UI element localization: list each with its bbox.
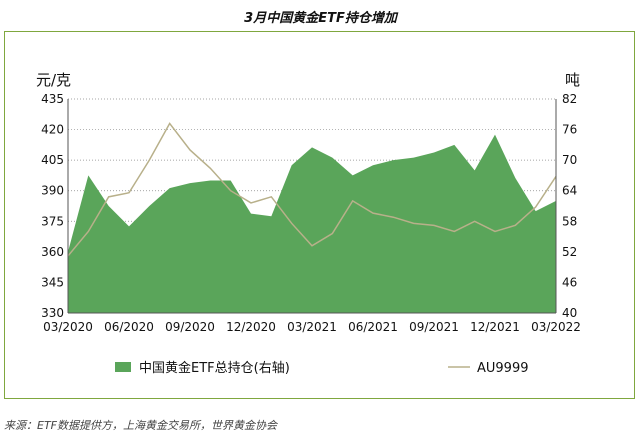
legend-label-au9999: AU9999 xyxy=(477,361,529,376)
x-tick-label-6: 09/2021 xyxy=(409,320,459,334)
x-tick-label-2: 09/2020 xyxy=(165,320,215,334)
x-tick-label-7: 12/2021 xyxy=(470,320,520,334)
au9999-line xyxy=(67,122,557,257)
left-tick-label-1: 420 xyxy=(41,123,64,137)
source-note: 来源：ETF数据提供方，上海黄金交易所，世界黄金协会 xyxy=(4,419,277,432)
left-tick-label-5: 360 xyxy=(41,245,64,259)
chart-frame xyxy=(4,31,635,399)
left-tick-label-4: 375 xyxy=(41,214,64,228)
right-tick-label-3: 64 xyxy=(562,184,577,198)
right-tick-label-7: 40 xyxy=(562,306,577,320)
x-tick-label-8: 03/2022 xyxy=(531,320,581,334)
x-tick-label-1: 06/2020 xyxy=(104,320,154,334)
right-tick-label-5: 52 xyxy=(562,245,577,259)
legend-label-holdings: 中国黄金ETF总持仓(右轴) xyxy=(139,360,290,376)
x-tick-label-4: 03/2021 xyxy=(287,320,337,334)
legend-swatch-holdings xyxy=(115,362,131,372)
left-tick-label-0: 435 xyxy=(41,92,64,106)
right-tick-label-0: 82 xyxy=(562,92,577,106)
left-tick-label-6: 345 xyxy=(41,275,64,289)
left-tick-label-3: 390 xyxy=(41,184,64,198)
right-tick-label-6: 46 xyxy=(562,275,577,289)
left-tick-label-2: 405 xyxy=(41,153,64,167)
left-tick-label-7: 330 xyxy=(41,306,64,320)
right-unit-label: 吨 xyxy=(565,71,580,89)
right-tick-label-2: 70 xyxy=(562,153,577,167)
x-tick-label-0: 03/2020 xyxy=(43,320,93,334)
chart-title: 3月中国黄金ETF持仓增加 xyxy=(244,11,397,26)
holdings-area xyxy=(68,134,556,313)
right-tick-label-4: 58 xyxy=(562,214,577,228)
x-tick-label-3: 12/2020 xyxy=(226,320,276,334)
right-tick-label-1: 76 xyxy=(562,123,577,137)
left-unit-label: 元/克 xyxy=(36,71,71,89)
x-tick-label-5: 06/2021 xyxy=(348,320,398,334)
